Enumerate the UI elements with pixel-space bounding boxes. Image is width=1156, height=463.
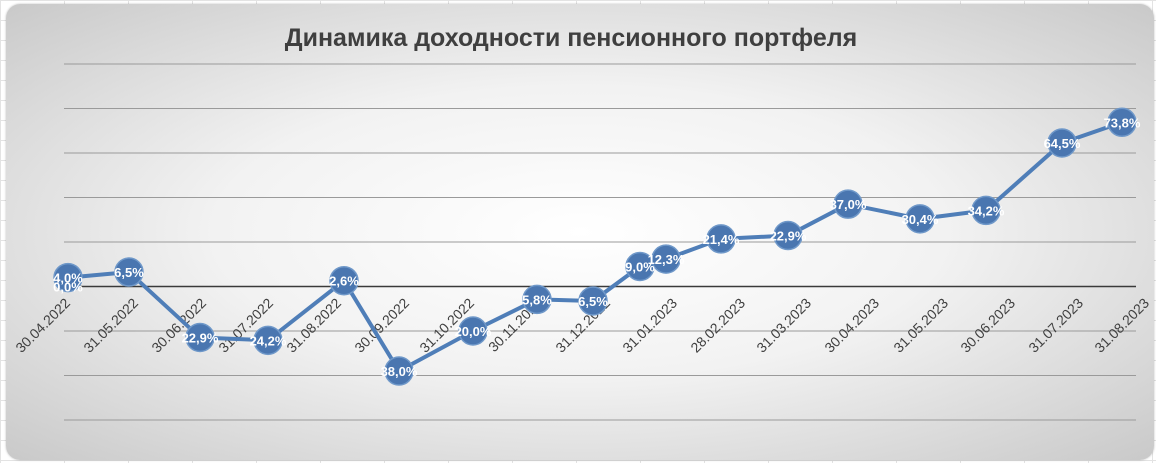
data-label: 9,0%	[625, 259, 655, 274]
zero-data-label: 0,0%	[53, 280, 83, 295]
data-label: 22,9%	[182, 330, 219, 345]
x-tick-label: 31.07.2023	[1025, 295, 1086, 356]
x-tick-label: 31.03.2023	[753, 295, 814, 356]
chart-area[interactable]: Динамика доходности пенсионного портфеля…	[6, 4, 1154, 460]
x-tick-label: 31.01.2023	[619, 295, 680, 356]
data-point	[578, 286, 608, 316]
data-point	[185, 322, 215, 353]
data-label: 38,0%	[381, 364, 418, 379]
data-label: 22,9%	[770, 229, 807, 244]
data-point	[1047, 128, 1077, 158]
x-tick-label: 31.05.2022	[80, 295, 141, 356]
data-label: 12,3%	[648, 252, 685, 267]
data-label: 64,5%	[1044, 136, 1081, 151]
data-point	[114, 257, 144, 287]
data-point	[384, 356, 414, 386]
data-point	[53, 262, 83, 293]
data-label: 20,0%	[455, 324, 492, 339]
data-label: 6,5%	[578, 294, 608, 309]
data-label: 37,0%	[830, 197, 867, 212]
x-tick-label: 30.04.2022	[12, 295, 73, 356]
data-label: 24,2%	[250, 333, 287, 348]
data-markers	[53, 107, 1137, 386]
x-tick-label: 30.04.2023	[821, 295, 882, 356]
data-label: 30,4%	[902, 212, 939, 227]
data-label: 4,0%	[53, 271, 83, 286]
data-point	[905, 204, 935, 234]
data-label: 2,6%	[329, 274, 359, 289]
data-point	[833, 189, 863, 219]
line-chart: Динамика доходности пенсионного портфеля…	[12, 24, 1152, 421]
data-point	[522, 284, 552, 315]
data-label: 21,4%	[703, 232, 740, 247]
data-point	[773, 220, 803, 251]
data-point	[253, 325, 283, 356]
data-point	[651, 244, 681, 274]
data-point	[706, 224, 736, 254]
data-label: 34,2%	[968, 203, 1005, 218]
x-tick-label: 31.05.2023	[890, 295, 951, 356]
data-point	[971, 195, 1001, 226]
data-point	[1107, 107, 1137, 138]
data-label: 73,8%	[1104, 115, 1141, 130]
x-tick-label: 30.06.2023	[957, 295, 1018, 356]
x-tick-label: 31.08.2023	[1091, 295, 1152, 356]
x-tick-label: 28.02.2023	[687, 295, 748, 356]
data-labels: 4,0% 6,5% 22,9% 24,2% 2,6% 38,0% 20,0% 5,8% 6,5%…	[53, 115, 1141, 379]
data-point	[329, 265, 359, 296]
data-label: 5,8%	[522, 292, 552, 307]
data-label: 6,5%	[114, 265, 144, 280]
data-point	[458, 316, 488, 346]
chart-title: Динамика доходности пенсионного портфеля	[285, 24, 857, 52]
gridlines	[64, 63, 1136, 421]
